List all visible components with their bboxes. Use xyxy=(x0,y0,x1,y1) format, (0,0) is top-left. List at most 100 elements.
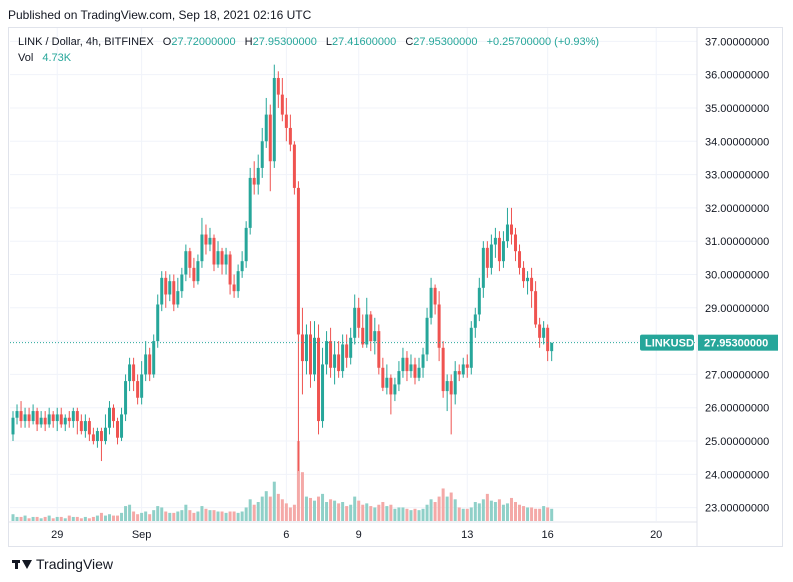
volume-bar xyxy=(232,511,236,521)
candle-body xyxy=(433,287,437,305)
candle-body xyxy=(542,327,546,338)
volume-bar xyxy=(514,502,517,521)
candle-body xyxy=(212,237,216,265)
candle-body xyxy=(107,407,111,428)
volume-bar xyxy=(192,512,196,521)
volume-bar xyxy=(164,511,168,521)
volume-bar xyxy=(188,510,192,521)
candle-body xyxy=(63,417,67,425)
candle-body xyxy=(489,244,493,268)
volume-bar xyxy=(325,502,329,521)
candle-body xyxy=(140,374,144,398)
volume-bar xyxy=(397,507,401,521)
volume-bar xyxy=(300,472,304,521)
volume-bar xyxy=(421,508,425,521)
candle-body xyxy=(393,384,397,395)
candle-body xyxy=(95,431,99,442)
volume-bar xyxy=(385,506,389,521)
candle-body xyxy=(526,277,530,282)
candle-body xyxy=(345,344,349,358)
candle-body xyxy=(196,261,200,282)
candle-body xyxy=(15,411,19,418)
candle-body xyxy=(120,414,124,438)
candle-body xyxy=(264,114,268,142)
candle-body xyxy=(321,364,325,422)
volume-bar xyxy=(296,441,300,521)
volume-bar xyxy=(457,507,461,521)
candle-body xyxy=(473,314,477,328)
candle-body xyxy=(369,314,373,342)
candle-body xyxy=(268,114,272,162)
candle-body xyxy=(168,281,172,295)
candle-body xyxy=(180,274,184,292)
volume-bar xyxy=(518,504,522,521)
candle-body xyxy=(485,247,489,268)
candle-body xyxy=(240,261,244,272)
volume-bar xyxy=(256,502,260,521)
volume-bar xyxy=(477,503,481,521)
candle-body xyxy=(481,247,485,288)
time-axis-label: 16 xyxy=(542,529,554,541)
volume-bar xyxy=(437,496,441,521)
volume-bar xyxy=(284,503,288,521)
volume-bar xyxy=(63,518,67,521)
candle-body xyxy=(55,414,59,422)
candle-body xyxy=(83,421,87,432)
volume-bar xyxy=(405,508,409,521)
volume-bar xyxy=(47,515,51,521)
volume-bar xyxy=(55,516,59,521)
candle-body xyxy=(272,77,276,162)
volume-bar xyxy=(124,506,128,521)
volume-bar xyxy=(19,516,23,521)
candle-body xyxy=(99,431,103,442)
time-axis-label: 9 xyxy=(356,529,362,541)
volume-bar xyxy=(244,507,248,521)
volume-bar xyxy=(550,508,554,521)
candle-body xyxy=(132,364,136,382)
legend-symbol[interactable]: LINK / Dollar, 4h, BITFINEX xyxy=(18,36,154,48)
volume-bar xyxy=(526,507,530,521)
volume-bar xyxy=(481,499,485,521)
candle-body xyxy=(116,421,120,438)
candle-body xyxy=(216,251,220,265)
candle-body xyxy=(164,277,168,295)
volume-bar xyxy=(120,512,124,521)
candle-body xyxy=(220,251,224,265)
volume-bar xyxy=(31,516,35,521)
volume-bar xyxy=(35,516,39,521)
footer-brand[interactable]: TradingView xyxy=(12,556,113,572)
candle-body xyxy=(192,267,196,282)
candle-body xyxy=(518,251,522,268)
volume-bar xyxy=(329,499,333,521)
candle-body xyxy=(405,357,409,372)
volume-bar xyxy=(409,510,413,521)
volume-bar xyxy=(103,515,107,521)
volume-legend: Vol 4.73K xyxy=(18,52,71,64)
volume-bar xyxy=(196,511,200,521)
chart-frame xyxy=(8,27,783,547)
volume-bar xyxy=(530,507,534,521)
volume-bar xyxy=(505,503,509,521)
volume-bar xyxy=(357,500,361,521)
volume-bar xyxy=(260,496,264,521)
candle-body xyxy=(341,344,345,372)
volume-bar xyxy=(180,510,184,521)
volume-bar xyxy=(349,504,353,521)
volume-bar xyxy=(99,512,103,521)
candle-body xyxy=(377,331,381,368)
legend-close-label: C xyxy=(405,36,414,48)
volume-bar xyxy=(75,516,79,521)
legend-high: 27.95300000 xyxy=(252,36,317,48)
volume-bar xyxy=(288,507,292,521)
volume-bar xyxy=(240,511,244,521)
legend-low: 27.41600000 xyxy=(332,36,397,48)
volume-bar xyxy=(83,516,87,521)
volume-bar xyxy=(268,496,272,521)
time-axis-label: Sep xyxy=(132,529,152,541)
price-axis-label: 30.00000000 xyxy=(705,270,769,282)
volume-bar xyxy=(11,514,15,521)
candle-body xyxy=(409,364,413,372)
volume-label[interactable]: Vol xyxy=(18,52,34,64)
time-axis-label: 13 xyxy=(461,529,473,541)
